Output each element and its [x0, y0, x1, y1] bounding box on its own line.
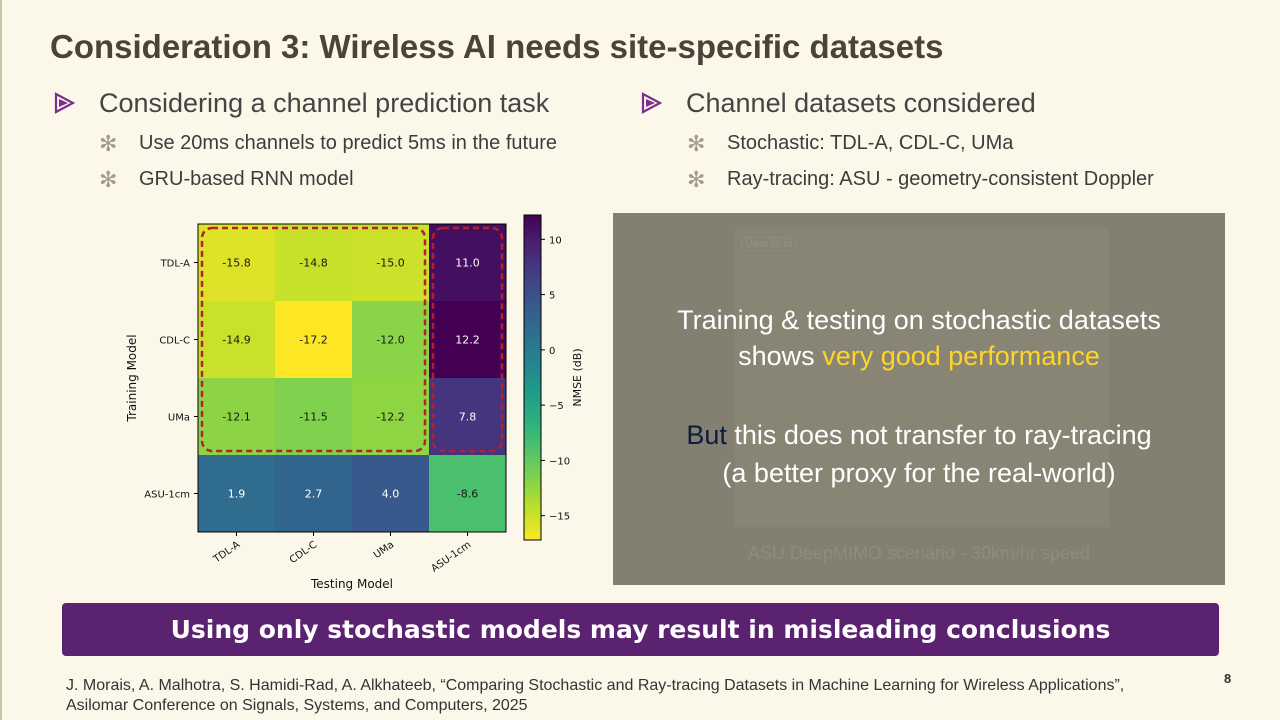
left-heading-text: Considering a channel prediction task — [99, 88, 550, 118]
colorbar-tick-label: 5 — [549, 291, 555, 302]
heatmap-cell — [352, 301, 429, 378]
triangle-bullet-icon — [641, 92, 662, 114]
y-axis-label: Training Model — [125, 334, 139, 422]
overlay-line-2: shows very good performance — [613, 341, 1225, 372]
triangle-bullet-icon — [54, 92, 75, 114]
heatmap-cell — [275, 455, 352, 532]
heatmap-cell — [198, 378, 275, 455]
right-bullet-2: ✻ Ray-tracing: ASU - geometry-consistent… — [687, 167, 1154, 192]
right-heading: Channel datasets considered — [641, 88, 1036, 119]
citation: J. Morais, A. Malhotra, S. Hamidi-Rad, A… — [66, 676, 1124, 716]
cell-value-label: -12.0 — [376, 334, 404, 347]
heatmap-cell — [198, 455, 275, 532]
left-bullet-2: ✻ GRU-based RNN model — [99, 167, 354, 192]
right-bullet-1: ✻ Stochastic: TDL-A, CDL-C, UMa — [687, 131, 1014, 156]
asterisk-bullet-icon: ✻ — [99, 131, 118, 156]
heatmap-cell — [198, 224, 275, 301]
heatmap-cell — [352, 378, 429, 455]
colorbar-tick-label: −5 — [549, 401, 564, 412]
highlight-box — [431, 226, 504, 453]
heatmap-cell — [429, 455, 506, 532]
x-tick-label: UMa — [372, 539, 396, 561]
citation-line-2: Asilomar Conference on Signals, Systems,… — [66, 697, 528, 714]
heatmap-cell — [275, 378, 352, 455]
right-bullet-1-text: Stochastic: TDL-A, CDL-C, UMa — [727, 132, 1014, 154]
right-bullet-2-text: Ray-tracing: ASU - geometry-consistent D… — [727, 168, 1154, 190]
cell-value-label: -15.8 — [222, 257, 250, 270]
colorbar-label: NMSE (dB) — [571, 348, 584, 406]
cell-value-label: 4.0 — [382, 488, 400, 501]
scenario-photo: User Grid — [735, 227, 1109, 527]
photo-caption: ASU DeepMIMO scenario - 30km/hr speed — [747, 543, 1091, 563]
cell-value-label: -15.0 — [376, 257, 404, 270]
asterisk-bullet-icon: ✻ — [687, 131, 706, 156]
asterisk-bullet-icon: ✻ — [99, 167, 118, 192]
conclusion-banner: Using only stochastic models may result … — [62, 603, 1219, 656]
colorbar-tick-label: 10 — [549, 235, 562, 246]
y-tick-label: TDL-A — [160, 259, 191, 270]
photo-grid-label: User Grid — [741, 237, 797, 251]
left-bullet-1-text: Use 20ms channels to predict 5ms in the … — [139, 132, 557, 154]
cell-value-label: -12.1 — [222, 411, 250, 424]
heatmap-cell — [352, 455, 429, 532]
y-tick-label: UMa — [168, 413, 190, 424]
page-number: 8 — [1224, 671, 1232, 686]
heatmap-cell — [429, 301, 506, 378]
cell-value-label: -8.6 — [457, 488, 478, 501]
overlay-line-1: Training & testing on stochastic dataset… — [677, 305, 1161, 335]
left-edge-rule — [0, 0, 2, 720]
cell-value-label: 1.9 — [228, 488, 246, 501]
left-heading: Considering a channel prediction task — [54, 88, 550, 119]
cell-value-label: -17.2 — [299, 334, 327, 347]
cell-value-label: 2.7 — [305, 488, 323, 501]
overlay-line-4: (a better proxy for the real-world) — [722, 458, 1116, 488]
slide-title: Consideration 3: Wireless AI needs site-… — [50, 28, 944, 65]
cell-value-label: -14.8 — [299, 257, 327, 270]
cell-value-label: 7.8 — [459, 411, 477, 424]
heatmap-cell — [429, 224, 506, 301]
heatmap-frame — [197, 223, 507, 533]
cell-value-label: 11.0 — [455, 257, 480, 270]
y-tick-label: ASU-1cm — [144, 490, 190, 501]
cell-value-label: -11.5 — [299, 411, 327, 424]
left-bullet-2-text: GRU-based RNN model — [139, 168, 354, 190]
x-axis-label: Testing Model — [310, 577, 393, 591]
heatmap-cell — [429, 378, 506, 455]
cell-value-label: -12.2 — [376, 411, 404, 424]
colorbar — [523, 214, 542, 541]
citation-line-1: J. Morais, A. Malhotra, S. Hamidi-Rad, A… — [66, 677, 1125, 694]
heatmap-cell — [275, 224, 352, 301]
colorbar-tick-label: −10 — [549, 456, 570, 467]
overlay-line-2-prefix: shows — [738, 341, 823, 371]
overlay-line-3-rest: this does not transfer to ray-tracing — [726, 420, 1152, 450]
overlay-highlight: very good performance — [822, 341, 1100, 371]
banner-text: Using only stochastic models may result … — [170, 615, 1111, 644]
right-heading-text: Channel datasets considered — [686, 88, 1036, 118]
x-tick-label: TDL-A — [211, 539, 242, 566]
left-bullet-1: ✻ Use 20ms channels to predict 5ms in th… — [99, 131, 557, 156]
x-tick-label: CDL-C — [288, 539, 319, 566]
overlay-panel: User Grid ASU DeepMIMO scenario - 30km/h… — [613, 213, 1225, 585]
overlay-line-3: But this does not transfer to ray-tracin… — [613, 420, 1225, 451]
highlight-box — [200, 226, 427, 453]
overlay-but: But — [686, 420, 727, 450]
heatmap-cell — [198, 301, 275, 378]
asterisk-bullet-icon: ✻ — [687, 167, 706, 192]
y-tick-label: CDL-C — [159, 336, 190, 347]
heatmap-cell — [352, 224, 429, 301]
cell-value-label: 12.2 — [455, 334, 480, 347]
x-tick-label: ASU-1cm — [429, 539, 473, 574]
cell-value-label: -14.9 — [222, 334, 250, 347]
colorbar-tick-label: −15 — [549, 512, 570, 523]
heatmap-cell — [275, 301, 352, 378]
nmse-heatmap-chart: -15.8 -14.8 -15.0 11.0 -14.9 -17.2 -12.0 12.2 -1… — [125, 214, 584, 591]
colorbar-tick-label: 0 — [549, 346, 555, 357]
